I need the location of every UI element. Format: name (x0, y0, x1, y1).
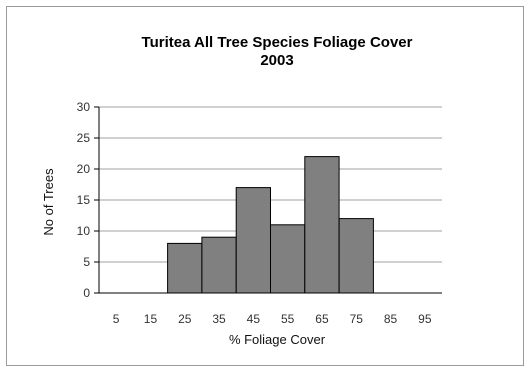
x-tick-label-5: 5 (113, 312, 120, 326)
x-tick-label-85: 85 (384, 312, 398, 326)
y-tick-labels: 0 5 10 15 20 25 30 (77, 100, 99, 300)
chart-title: Turitea All Tree Species Foliage Cover (142, 34, 413, 51)
x-tick-label-75: 75 (350, 312, 364, 326)
x-tick-label-55: 55 (281, 312, 295, 326)
bar-35 (201, 236, 237, 294)
bar-65 (304, 156, 340, 294)
chart-svg: Turitea All Tree Species Foliage Cover 2… (41, 34, 442, 347)
bar-55 (270, 224, 306, 294)
y-tick-label-10: 10 (77, 224, 91, 238)
chart-frame: Turitea All Tree Species Foliage Cover 2… (6, 6, 524, 366)
x-tick-label-45: 45 (247, 312, 261, 326)
x-axis-label: % Foliage Cover (229, 332, 326, 347)
y-tick-label-15: 15 (77, 193, 91, 207)
x-tick-labels: 5 15 25 35 45 55 65 75 85 95 (113, 312, 432, 326)
bar-25 (167, 242, 203, 294)
y-axis-label: No of Trees (41, 168, 56, 236)
bar-45 (235, 187, 271, 294)
y-tick-label-5: 5 (83, 255, 90, 269)
bars (167, 156, 374, 294)
x-tick-label-25: 25 (178, 312, 192, 326)
x-tick-label-15: 15 (144, 312, 158, 326)
y-tick-label-0: 0 (83, 286, 90, 300)
y-tick-label-30: 30 (77, 100, 91, 114)
y-tick-label-20: 20 (77, 162, 91, 176)
chart-subtitle: 2003 (260, 52, 293, 69)
x-tick-label-65: 65 (315, 312, 329, 326)
x-tick-label-35: 35 (212, 312, 226, 326)
bar-75 (338, 218, 374, 294)
x-tick-label-95: 95 (418, 312, 432, 326)
y-tick-label-25: 25 (77, 131, 91, 145)
